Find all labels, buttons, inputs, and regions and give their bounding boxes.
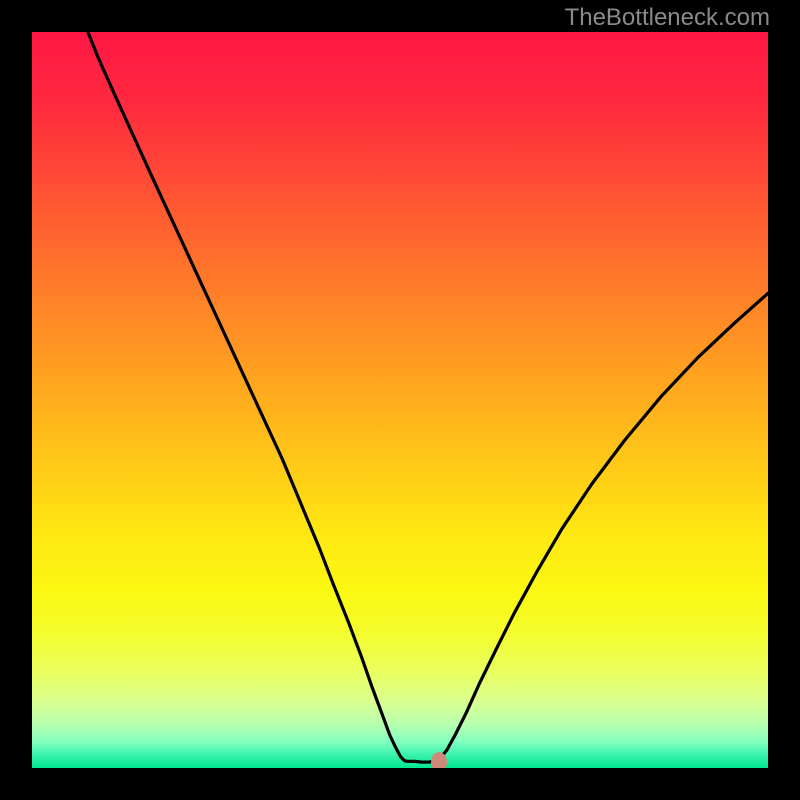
plot-area bbox=[32, 32, 768, 768]
curve-path bbox=[88, 32, 768, 762]
bottleneck-curve bbox=[32, 32, 768, 768]
figure-root: TheBottleneck.com bbox=[0, 0, 800, 800]
watermark-text: TheBottleneck.com bbox=[565, 4, 770, 32]
